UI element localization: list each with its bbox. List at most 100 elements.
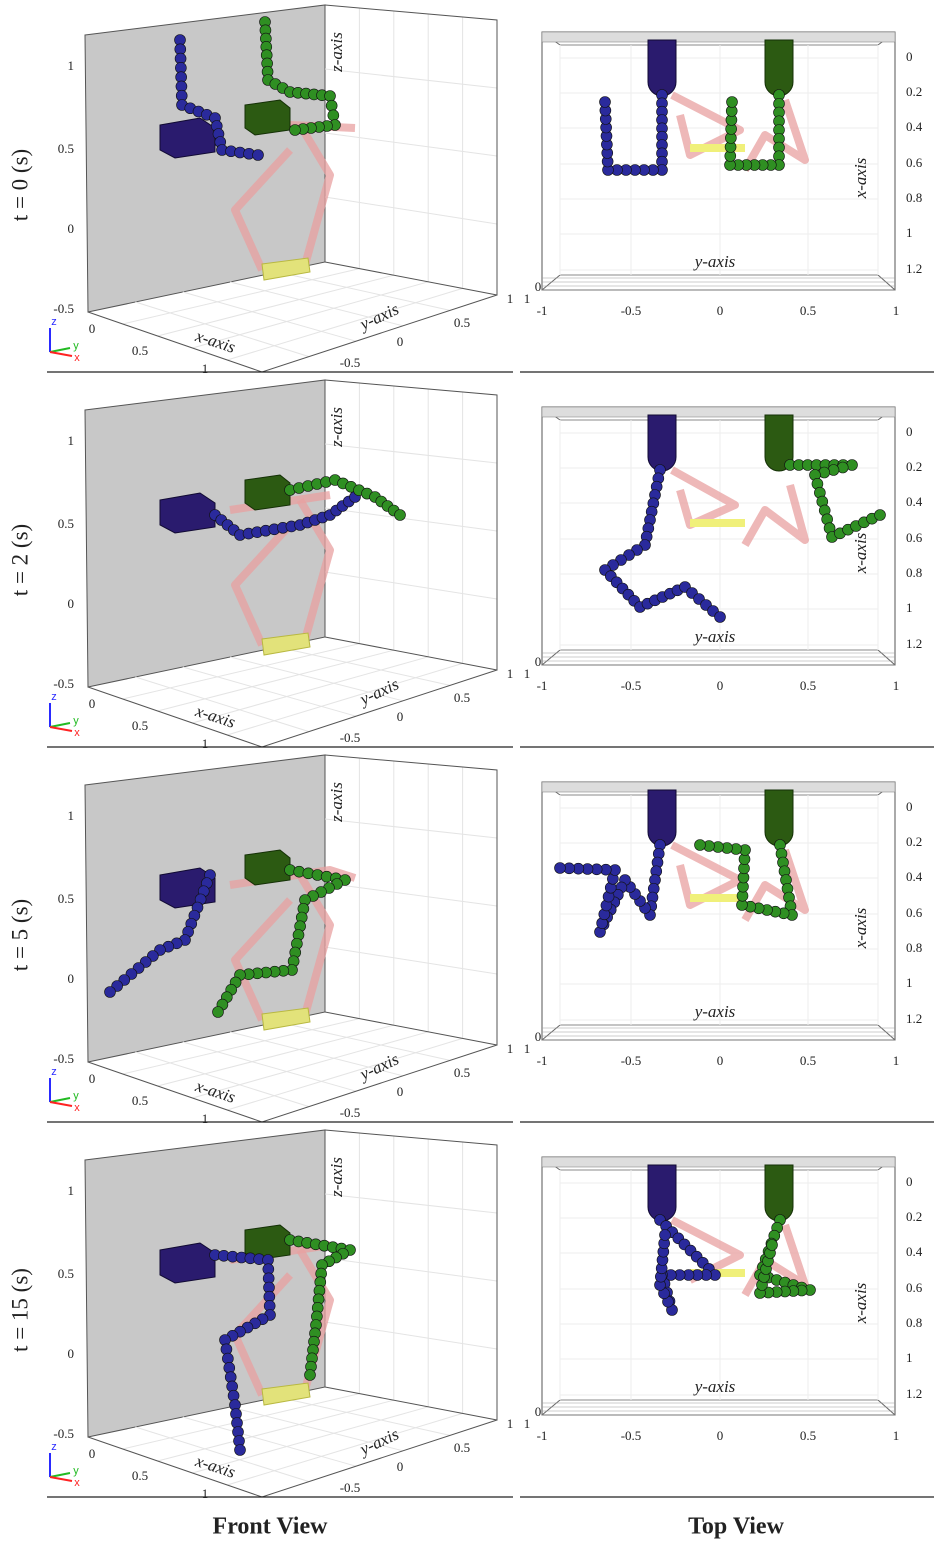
y-tick-label: 0.5 xyxy=(800,303,816,318)
triad-label: x xyxy=(74,352,80,364)
wall-grid xyxy=(325,883,497,906)
x-tick-label: 1 xyxy=(202,736,209,751)
link-bead xyxy=(326,100,337,111)
triad-label: z xyxy=(51,316,57,328)
wall-grid xyxy=(325,444,497,463)
triad-y xyxy=(50,1098,70,1102)
base-column xyxy=(648,40,676,96)
y-tick-label: -0.5 xyxy=(340,1480,361,1495)
y-tick-label: 1 xyxy=(893,678,900,693)
z-tick-label: 1 xyxy=(68,1183,75,1198)
floor-grid xyxy=(227,663,462,735)
base-box xyxy=(245,100,290,135)
triad-label: y xyxy=(73,715,79,727)
wall-grid xyxy=(325,1322,497,1349)
link-bead xyxy=(875,510,886,521)
triad-label: y xyxy=(73,1465,79,1477)
row: t = 0 (s)-0.500.5100.51-0.500.51x-axisy-… xyxy=(7,5,934,376)
corner-tick: 1 xyxy=(524,666,531,681)
x-axis-label: x-axis xyxy=(851,532,870,574)
base-box xyxy=(245,850,290,885)
y-tick-label: -1 xyxy=(537,678,548,693)
z-tick-label: 0 xyxy=(68,596,75,611)
x-axis-label: x-axis xyxy=(192,326,238,357)
x-tick-label: 0 xyxy=(89,321,96,336)
triad-label: x xyxy=(74,1102,80,1114)
x-tick-label: 0.5 xyxy=(132,1093,148,1108)
z-tick-label: 1 xyxy=(68,433,75,448)
y-tick-label: 0 xyxy=(717,1053,724,1068)
box-edge xyxy=(325,1130,497,1420)
triad-y xyxy=(50,348,70,352)
row: t = 5 (s)-0.500.5100.51-0.500.51x-axisy-… xyxy=(7,755,934,1126)
x-tick-label: 0 xyxy=(906,1174,913,1189)
box-edge xyxy=(325,380,497,670)
x-tick-label: 1 xyxy=(202,1486,209,1501)
y-tick-label: 1 xyxy=(893,1053,900,1068)
x-tick-label: 1 xyxy=(202,361,209,376)
floor-grid xyxy=(278,1022,450,1060)
triad-label: y xyxy=(73,340,79,352)
y-axis-label: y-axis xyxy=(355,674,402,709)
x-tick-label: 0.2 xyxy=(906,459,922,474)
z-axis-label: z-axis xyxy=(327,32,346,73)
top-rim xyxy=(542,782,895,792)
x-tick-label: 0 xyxy=(89,1071,96,1086)
corner-tick: 0 xyxy=(535,654,542,669)
link-bead xyxy=(105,987,116,998)
x-tick-label: 0.2 xyxy=(906,834,922,849)
triad-x xyxy=(50,352,72,356)
payload xyxy=(690,144,745,152)
x-tick-label: 0.5 xyxy=(132,343,148,358)
z-tick-label: 0.5 xyxy=(58,516,74,531)
x-axis-label: x-axis xyxy=(851,907,870,949)
triad-label: z xyxy=(51,1441,57,1453)
base-column xyxy=(648,1165,676,1221)
y-tick-label: -0.5 xyxy=(621,1053,642,1068)
y-tick-label: -0.5 xyxy=(340,1105,361,1120)
triad-x xyxy=(50,1102,72,1106)
wall-grid xyxy=(325,947,497,974)
wall-grid xyxy=(325,1258,497,1281)
y-tick-label: -0.5 xyxy=(621,1428,642,1443)
base-box xyxy=(160,1243,215,1283)
y-axis-label: y-axis xyxy=(693,252,736,271)
row: t = 2 (s)-0.500.5100.51-0.500.51x-axisy-… xyxy=(7,380,934,751)
z-tick-label: -0.5 xyxy=(53,1051,74,1066)
wall-grid xyxy=(325,572,497,599)
link-bead xyxy=(555,863,566,874)
x-tick-label: 0.6 xyxy=(906,1280,923,1295)
x-axis-label: x-axis xyxy=(192,701,238,732)
figure: Front View Top View t = 0 (s)-0.500.5100… xyxy=(0,0,936,1543)
wall-grid xyxy=(325,133,497,156)
x-tick-label: 0.5 xyxy=(132,1468,148,1483)
triad-label: x xyxy=(74,727,80,739)
y-tick-label: 0.5 xyxy=(454,690,470,705)
triad-x xyxy=(50,1477,72,1481)
floor-grid xyxy=(227,288,462,360)
x-tick-label: 0 xyxy=(906,799,913,814)
y-tick-label: 1 xyxy=(893,1428,900,1443)
x-tick-label: 0.2 xyxy=(906,1209,922,1224)
corner-tick: 0 xyxy=(535,279,542,294)
x-tick-label: 0.4 xyxy=(906,869,923,884)
y-axis-label: y-axis xyxy=(693,627,736,646)
top-rim xyxy=(542,32,895,42)
link-bead xyxy=(213,1007,224,1018)
base-box xyxy=(160,493,215,533)
z-axis-label: z-axis xyxy=(327,407,346,448)
x-tick-label: 0.5 xyxy=(132,718,148,733)
x-tick-label: 0 xyxy=(89,1446,96,1461)
top-rim xyxy=(542,407,895,417)
x-axis-label: x-axis xyxy=(192,1451,238,1482)
x-tick-label: 1 xyxy=(906,600,913,615)
box-edge xyxy=(325,755,497,1045)
y-tick-label: -0.5 xyxy=(621,303,642,318)
x-tick-label: 0.4 xyxy=(906,494,923,509)
link-bead xyxy=(395,510,406,521)
wall-grid xyxy=(325,69,497,88)
y-tick-label: 0.5 xyxy=(800,1428,816,1443)
x-tick-label: 1.2 xyxy=(906,261,922,276)
column-title: Top View xyxy=(688,1514,784,1540)
y-tick-label: -1 xyxy=(537,303,548,318)
